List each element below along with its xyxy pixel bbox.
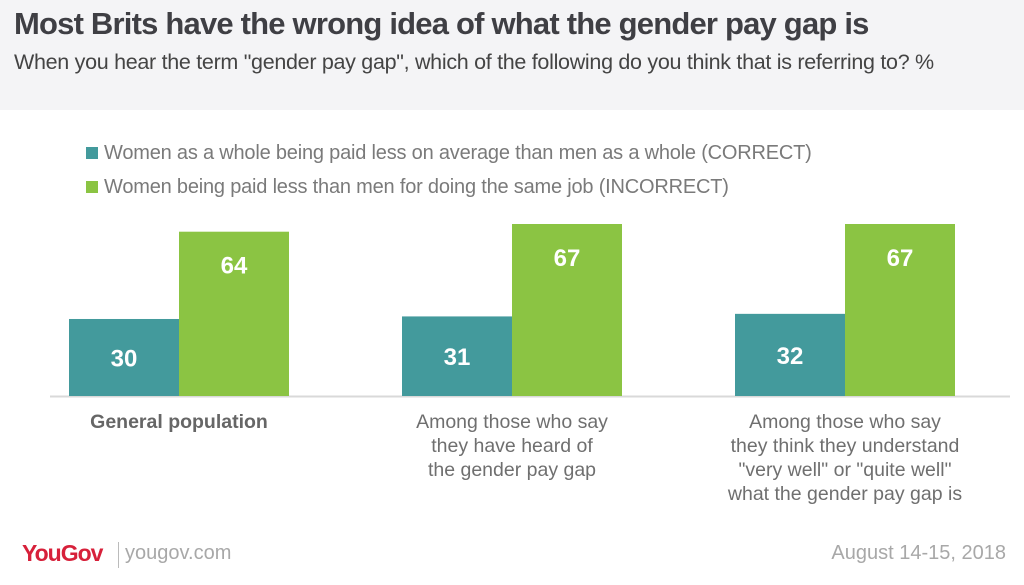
category-label-2: Among those who say they think they under… [695, 410, 995, 506]
footer-date: August 14-15, 2018 [831, 542, 1006, 564]
category-label-line: they have heard of [431, 435, 593, 457]
data-label-correct-2: 32 [777, 343, 804, 370]
chart-title: Most Brits have the wrong idea of what t… [14, 6, 869, 41]
bar-incorrect-0 [179, 231, 289, 396]
legend-label-incorrect: Women being paid less than men for doing… [104, 175, 729, 198]
category-label-line: Among those who say [749, 411, 941, 433]
legend-label-correct: Women as a whole being paid less on aver… [104, 141, 812, 164]
bar-incorrect-2 [845, 224, 955, 396]
data-label-correct-0: 30 [111, 345, 138, 372]
legend-swatch-correct [86, 147, 98, 159]
yougov-logo: YouGov [22, 540, 103, 566]
bar-chart: 30 64 31 67 32 67 [50, 224, 1010, 398]
bar-correct-1 [402, 316, 512, 396]
legend-item-correct: Women as a whole being paid less on aver… [86, 136, 812, 170]
header: Most Brits have the wrong idea of what t… [0, 0, 1024, 110]
category-label-line: "very well" or "quite well" [738, 459, 952, 481]
category-label-line: the gender pay gap [427, 459, 597, 481]
category-label-line: what the gender pay gap is [727, 483, 963, 505]
bar-incorrect-1 [512, 224, 622, 396]
legend-swatch-incorrect [86, 181, 98, 193]
bar-correct-0 [69, 318, 179, 396]
footer-divider [118, 542, 119, 568]
category-label-0: General population [29, 410, 329, 434]
footer-url[interactable]: yougov.com [125, 542, 232, 564]
data-label-incorrect-2: 67 [887, 245, 914, 272]
legend: Women as a whole being paid less on aver… [86, 136, 812, 204]
data-label-incorrect-1: 67 [554, 245, 581, 272]
bar-correct-2 [735, 313, 845, 396]
category-label-line: they think they understand [730, 435, 960, 457]
chart-subtitle: When you hear the term "gender pay gap",… [14, 50, 934, 74]
category-label-1: Among those who say they have heard of the… [362, 410, 662, 482]
data-label-correct-1: 31 [444, 344, 471, 371]
category-label-line: General population [90, 411, 268, 433]
data-label-incorrect-0: 64 [221, 253, 248, 280]
category-label-line: Among those who say [416, 411, 608, 433]
legend-item-incorrect: Women being paid less than men for doing… [86, 170, 812, 204]
